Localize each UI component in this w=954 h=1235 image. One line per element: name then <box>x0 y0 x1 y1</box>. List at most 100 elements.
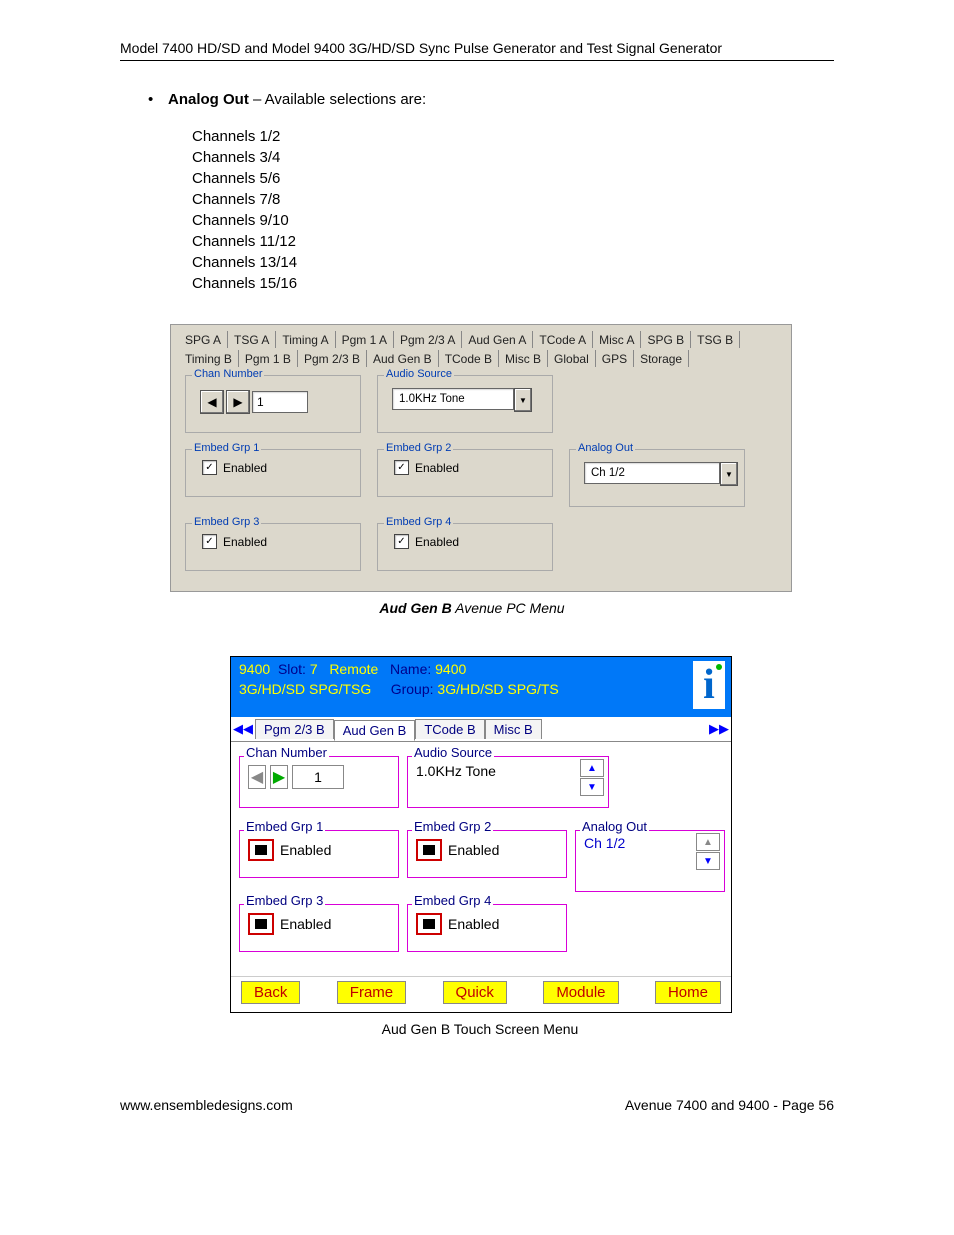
group-embed-4: Embed Grp 4 ✓ Enabled <box>377 523 553 571</box>
embed2-text: Enabled <box>415 461 459 475</box>
touch-desc: 3G/HD/SD SPG/TSG <box>239 681 371 697</box>
group-embed-1: Embed Grp 1 ✓ Enabled <box>185 449 361 497</box>
tab-aud-gen-b[interactable]: Aud Gen B <box>367 350 439 367</box>
touch-audio-source-up[interactable]: ▲ <box>580 759 604 777</box>
touch-embed2-text: Enabled <box>448 842 499 858</box>
touch-group-analog-out: Analog Out Ch 1/2 ▲ ▼ <box>575 830 725 892</box>
touch-tabs-left-arrow[interactable]: ◀◀ <box>231 721 255 737</box>
tab-tcode-a[interactable]: TCode A <box>533 331 593 348</box>
touch-group-label: Group: <box>391 681 434 697</box>
touch-chan-right[interactable]: ▶ <box>270 765 288 789</box>
touch-audio-source-label: Audio Source <box>412 745 494 760</box>
touch-bottom-bar: Back Frame Quick Module Home <box>231 976 731 1012</box>
tab-misc-a[interactable]: Misc A <box>593 331 641 348</box>
touch-audio-source-value[interactable]: 1.0KHz Tone <box>408 757 608 785</box>
touch-tab-aud-gen-b[interactable]: Aud Gen B <box>334 720 416 741</box>
tab-gps[interactable]: GPS <box>596 350 634 367</box>
touch-embed3-checkbox[interactable] <box>248 913 274 935</box>
caption-pc-menu: Aud Gen B Avenue PC Menu <box>170 600 774 616</box>
touch-tab-tcode-b[interactable]: TCode B <box>415 719 484 739</box>
touch-embed2-label: Embed Grp 2 <box>412 819 493 834</box>
touch-group-audio-source: Audio Source 1.0KHz Tone ▲ ▼ <box>407 756 609 808</box>
touch-tab-row: ◀◀ Pgm 2/3 BAud Gen BTCode BMisc B ▶▶ <box>231 717 731 742</box>
touch-embed4-text: Enabled <box>448 916 499 932</box>
footer-page: Avenue 7400 and 9400 - Page 56 <box>625 1097 834 1113</box>
caption-touch-menu: Aud Gen B Touch Screen Menu <box>230 1021 730 1037</box>
channel-list: Channels 1/2Channels 3/4Channels 5/6Chan… <box>192 126 834 294</box>
embed1-text: Enabled <box>223 461 267 475</box>
tab-row-2[interactable]: Timing BPgm 1 BPgm 2/3 BAud Gen BTCode B… <box>179 350 783 367</box>
tab-spg-b[interactable]: SPG B <box>641 331 691 348</box>
chan-number-label: Chan Number <box>192 368 264 380</box>
analog-out-dropdown-arrow[interactable]: ▼ <box>720 462 738 486</box>
embed2-label: Embed Grp 2 <box>384 442 453 454</box>
tab-spg-a[interactable]: SPG A <box>179 331 228 348</box>
touch-group-chan-number: Chan Number ◀ ▶ 1 <box>239 756 399 808</box>
tab-tsg-a[interactable]: TSG A <box>228 331 276 348</box>
touch-home-button[interactable]: Home <box>655 981 721 1004</box>
touch-titlebar: 9400 Slot: 7 Remote Name: 9400 3G/HD/SD … <box>231 657 731 717</box>
embed4-checkbox[interactable]: ✓ <box>394 534 409 549</box>
tab-aud-gen-a[interactable]: Aud Gen A <box>462 331 533 348</box>
tab-misc-b[interactable]: Misc B <box>499 350 548 367</box>
touch-audio-source-down[interactable]: ▼ <box>580 778 604 796</box>
tab-pgm-1-a[interactable]: Pgm 1 A <box>336 331 394 348</box>
touch-embed1-checkbox[interactable] <box>248 839 274 861</box>
tab-pgm-2-3-b[interactable]: Pgm 2/3 B <box>298 350 367 367</box>
chan-number-right-button[interactable]: ▶ <box>226 390 250 414</box>
audio-source-select[interactable]: 1.0KHz Tone <box>392 388 514 410</box>
info-icon[interactable]: i <box>693 661 725 709</box>
chan-number-input[interactable] <box>252 391 308 413</box>
touch-module-button[interactable]: Module <box>543 981 618 1004</box>
touch-analog-out-label: Analog Out <box>580 819 649 834</box>
analog-out-select[interactable]: Ch 1/2 <box>584 462 720 484</box>
embed2-checkbox[interactable]: ✓ <box>394 460 409 475</box>
embed3-checkbox[interactable]: ✓ <box>202 534 217 549</box>
chan-number-left-button[interactable]: ◀ <box>200 390 224 414</box>
audio-source-label: Audio Source <box>384 368 454 380</box>
tab-global[interactable]: Global <box>548 350 596 367</box>
embed4-label: Embed Grp 4 <box>384 516 453 528</box>
tab-tcode-b[interactable]: TCode B <box>439 350 499 367</box>
touch-name-label: Name: <box>390 661 431 677</box>
avenue-pc-menu-panel: SPG ATSG ATiming APgm 1 APgm 2/3 AAud Ge… <box>170 324 792 592</box>
touch-group-embed4: Embed Grp 4 Enabled <box>407 904 567 952</box>
touch-embed2-checkbox[interactable] <box>416 839 442 861</box>
analog-out-label: Analog Out <box>576 442 635 454</box>
touch-group-embed1: Embed Grp 1 Enabled <box>239 830 399 878</box>
touch-embed1-text: Enabled <box>280 842 331 858</box>
group-chan-number: Chan Number ◀ ▶ <box>185 375 361 433</box>
touch-group-embed3: Embed Grp 3 Enabled <box>239 904 399 952</box>
touch-back-button[interactable]: Back <box>241 981 300 1004</box>
page-footer: www.ensembledesigns.com Avenue 7400 and … <box>120 1097 834 1113</box>
page-header: Model 7400 HD/SD and Model 9400 3G/HD/SD… <box>120 40 834 61</box>
touch-frame-button[interactable]: Frame <box>337 981 406 1004</box>
touch-tab-misc-b[interactable]: Misc B <box>485 719 542 739</box>
touch-model: 9400 <box>239 661 270 677</box>
embed3-label: Embed Grp 3 <box>192 516 261 528</box>
tab-timing-b[interactable]: Timing B <box>179 350 239 367</box>
touch-chan-left[interactable]: ◀ <box>248 765 266 789</box>
touch-chan-number-label: Chan Number <box>244 745 329 760</box>
touch-embed4-checkbox[interactable] <box>416 913 442 935</box>
touch-tab-pgm-2-3-b[interactable]: Pgm 2/3 B <box>255 719 334 739</box>
group-audio-source: Audio Source 1.0KHz Tone ▼ <box>377 375 553 433</box>
touch-analog-out-down[interactable]: ▼ <box>696 852 720 870</box>
footer-url: www.ensembledesigns.com <box>120 1097 293 1113</box>
tab-timing-a[interactable]: Timing A <box>276 331 335 348</box>
touch-remote: Remote <box>329 661 378 677</box>
tab-pgm-2-3-a[interactable]: Pgm 2/3 A <box>394 331 462 348</box>
tab-pgm-1-b[interactable]: Pgm 1 B <box>239 350 298 367</box>
tab-storage[interactable]: Storage <box>634 350 689 367</box>
embed1-checkbox[interactable]: ✓ <box>202 460 217 475</box>
touch-quick-button[interactable]: Quick <box>443 981 507 1004</box>
tab-row-1[interactable]: SPG ATSG ATiming APgm 1 APgm 2/3 AAud Ge… <box>179 331 783 348</box>
touch-analog-out-up[interactable]: ▲ <box>696 833 720 851</box>
audio-source-dropdown-arrow[interactable]: ▼ <box>514 388 532 412</box>
tab-tsg-b[interactable]: TSG B <box>691 331 740 348</box>
touch-embed3-label: Embed Grp 3 <box>244 893 325 908</box>
embed4-text: Enabled <box>415 535 459 549</box>
embed3-text: Enabled <box>223 535 267 549</box>
touch-chan-value[interactable]: 1 <box>292 765 344 789</box>
touch-tabs-right-arrow[interactable]: ▶▶ <box>707 721 731 737</box>
